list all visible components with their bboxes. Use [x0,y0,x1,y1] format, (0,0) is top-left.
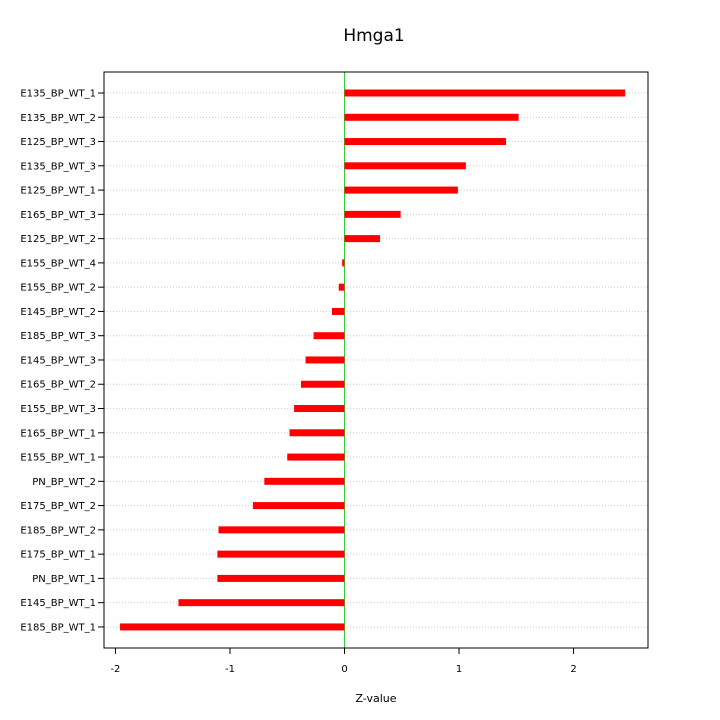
category-label: E135_BP_WT_2 [20,113,96,124]
bar [218,526,345,534]
bar [313,332,345,340]
bar [344,138,506,146]
bar [344,113,519,121]
category-label: E165_BP_WT_2 [20,380,96,391]
bar [217,550,345,558]
category-label: E125_BP_WT_3 [20,137,96,148]
category-label: E135_BP_WT_3 [20,161,96,172]
bar [264,477,345,485]
category-label: E175_BP_WT_1 [20,550,96,561]
x-tick-label: 1 [456,664,462,675]
category-label: E135_BP_WT_1 [20,89,96,100]
x-tick-label: -2 [110,664,120,675]
bar [344,162,466,170]
bar [178,599,345,607]
category-label: E155_BP_WT_3 [20,404,96,415]
bar [305,356,345,364]
category-label: E125_BP_WT_1 [20,186,96,197]
category-label: PN_BP_WT_1 [32,574,96,585]
category-label: E145_BP_WT_1 [20,598,96,609]
bar [342,259,345,267]
chart-title: Hmga1 [343,26,404,46]
category-label: E185_BP_WT_1 [20,622,96,633]
x-axis-label: Z-value [355,692,396,705]
category-label: E155_BP_WT_1 [20,453,96,464]
bar [289,429,345,437]
bar [252,502,345,510]
x-tick-label: 2 [570,664,576,675]
category-label: E125_BP_WT_2 [20,234,96,245]
category-label: E145_BP_WT_3 [20,355,96,366]
bar [344,186,458,194]
category-label: E185_BP_WT_3 [20,331,96,342]
bar [217,574,345,582]
bar [294,405,345,413]
category-label: E165_BP_WT_1 [20,428,96,439]
category-label: E155_BP_WT_4 [20,258,96,269]
category-label: E165_BP_WT_3 [20,210,96,221]
category-labels: E135_BP_WT_1 E135_BP_WT_2 E125_BP_WT_3 E135… [20,89,104,633]
bar [344,89,626,97]
bar [120,623,345,631]
bar [287,453,345,461]
bars-group [120,89,626,631]
category-label: E185_BP_WT_2 [20,525,96,536]
category-label: PN_BP_WT_2 [32,477,96,488]
x-tick-label: 0 [341,664,347,675]
bar [344,235,381,243]
category-label: E155_BP_WT_2 [20,283,96,294]
category-label: E175_BP_WT_2 [20,501,96,512]
grid-lines [104,92,648,628]
x-axis: -2 -1 0 1 2 [110,648,577,675]
bar [338,283,345,291]
category-label: E145_BP_WT_2 [20,307,96,318]
bar [300,380,345,388]
bar [344,210,401,218]
x-tick-label: -1 [225,664,235,675]
bar [331,307,345,315]
